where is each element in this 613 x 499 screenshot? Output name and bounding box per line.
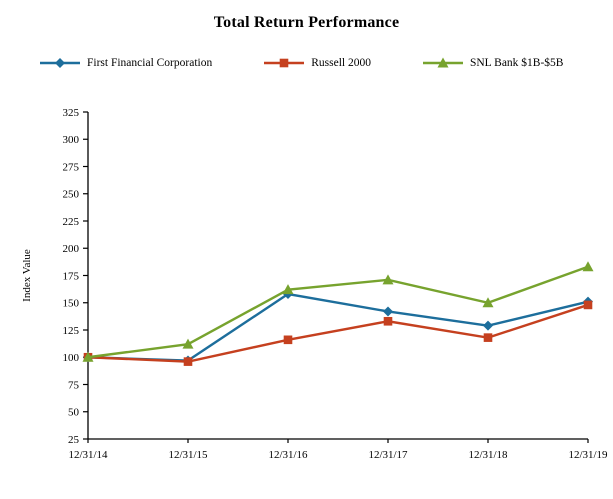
y-tick-label: 225 <box>63 216 80 228</box>
legend-square-icon <box>264 58 305 68</box>
x-tick-label: 12/31/16 <box>268 449 308 461</box>
x-tick-label: 12/31/19 <box>568 449 608 461</box>
triangle-marker-icon <box>437 57 449 68</box>
chart-area: 25 50 75 100 125 150 175 200 225 250 275 300 325 12/3… <box>0 102 613 494</box>
x-tick-label: 12/31/15 <box>168 449 208 461</box>
triangle-marker-icon <box>282 284 294 295</box>
chart-legend: First Financial Corporation Russell 2000 S… <box>40 56 613 70</box>
y-tick-label: 250 <box>63 189 80 201</box>
chart-title: Total Return Performance <box>213 14 400 31</box>
x-tick-label: 12/31/17 <box>368 449 408 461</box>
square-marker-icon <box>279 58 289 68</box>
legend-item: First Financial Corporation <box>40 56 212 70</box>
square-marker-icon <box>583 300 593 310</box>
legend-label: SNL Bank $1B-$5B <box>469 57 564 69</box>
y-tick-label: 75 <box>68 379 80 391</box>
x-tick-label: 12/31/14 <box>68 449 108 461</box>
performance-line-chart: 25 50 75 100 125 150 175 200 225 250 275 300 325 12/3… <box>21 107 608 461</box>
x-tick-label: 12/31/18 <box>468 449 508 461</box>
legend-diamond-icon <box>40 58 80 68</box>
legend-label: First Financial Corporation <box>87 57 213 69</box>
square-marker-icon <box>183 357 193 366</box>
triangle-marker-icon <box>82 351 94 362</box>
triangle-marker-icon <box>182 338 194 349</box>
y-tick-label: 125 <box>63 325 80 337</box>
y-tick-label: 300 <box>63 134 80 146</box>
y-tick-label: 275 <box>63 161 80 173</box>
legend-triangle-icon <box>422 57 463 68</box>
y-tick-label: 325 <box>63 107 80 119</box>
triangle-marker-icon <box>582 261 594 272</box>
y-tick-label: 175 <box>63 270 80 282</box>
series-line-triangle <box>87 265 589 359</box>
y-axis-title: Index Value <box>21 249 33 302</box>
y-tick-label: 100 <box>63 352 80 364</box>
y-tick-label: 150 <box>63 298 80 310</box>
legend-label: Russell 2000 <box>311 57 371 69</box>
triangle-marker-icon <box>482 297 494 308</box>
triangle-marker-icon <box>382 274 394 285</box>
diamond-marker-icon <box>483 320 493 331</box>
y-tick-label: 50 <box>68 407 80 419</box>
square-marker-icon <box>483 333 493 342</box>
series-line-diamond <box>87 292 589 362</box>
y-tick-label: 200 <box>63 243 80 255</box>
y-tick-label: 25 <box>68 434 80 446</box>
legend-item: Russell 2000 <box>264 56 371 70</box>
series-line-square <box>87 303 589 363</box>
diamond-marker-icon <box>55 58 65 68</box>
diamond-marker-icon <box>383 306 393 317</box>
legend-item: SNL Bank $1B-$5B <box>422 56 564 70</box>
square-marker-icon <box>383 316 393 326</box>
square-marker-icon <box>283 335 293 345</box>
